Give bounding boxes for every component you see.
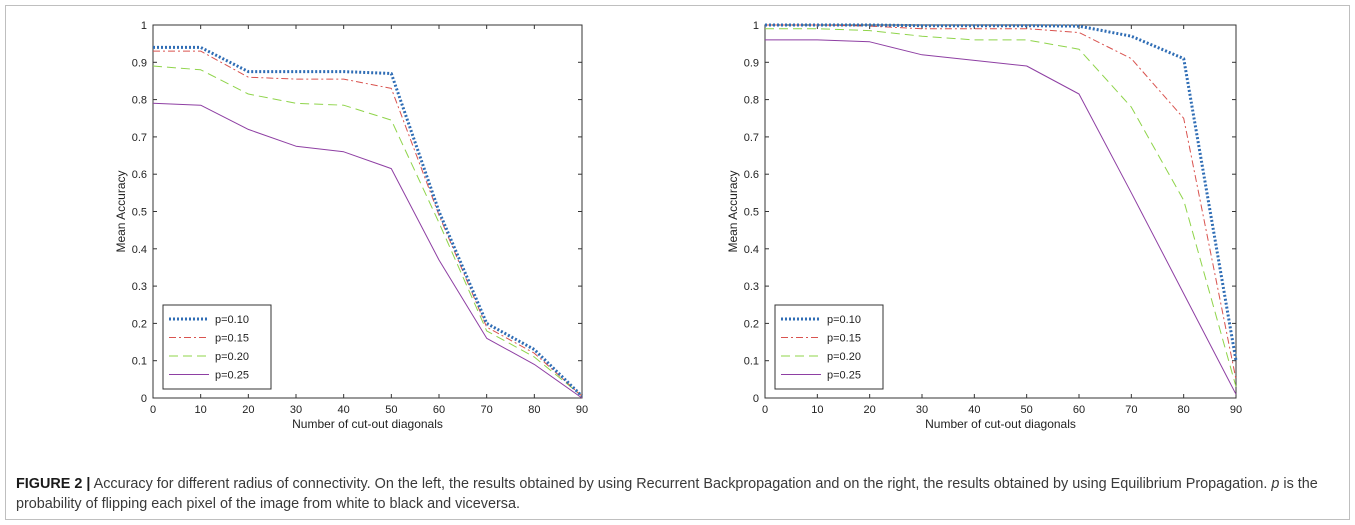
legend-label: p=0.25 xyxy=(827,370,861,382)
legend-label: p=0.15 xyxy=(827,333,861,345)
caption-text-part1: Accuracy for different radius of connect… xyxy=(90,476,1272,492)
x-tick-label: 30 xyxy=(290,404,302,416)
y-tick-label: 0.5 xyxy=(132,207,147,219)
series-line-p-0-25 xyxy=(765,39,1237,395)
y-tick-label: 0 xyxy=(753,393,759,405)
caption-text-part2: is the probability of flipping each pixe… xyxy=(16,476,1318,512)
x-tick-label: 10 xyxy=(195,404,207,416)
series-line-p-0-15 xyxy=(765,24,1237,380)
y-axis-title: Mean Accuracy xyxy=(726,170,740,252)
legend-label: p=0.20 xyxy=(215,351,249,363)
caption-label: FIGURE 2 | xyxy=(16,476,91,492)
x-tick-label: 70 xyxy=(481,404,493,416)
x-tick-label: 50 xyxy=(385,404,397,416)
series-line-p-0-20 xyxy=(765,28,1237,387)
y-tick-label: 1 xyxy=(753,20,759,32)
y-tick-label: 0 xyxy=(141,393,147,405)
y-tick-label: 0.8 xyxy=(132,95,147,107)
x-tick-label: 20 xyxy=(864,404,876,416)
legend-label: p=0.10 xyxy=(215,314,249,326)
y-tick-label: 0.1 xyxy=(132,356,147,368)
y-tick-label: 0.4 xyxy=(132,244,147,256)
x-tick-label: 10 xyxy=(811,404,823,416)
y-tick-label: 0.4 xyxy=(744,244,759,256)
x-tick-label: 90 xyxy=(1230,404,1242,416)
x-tick-label: 60 xyxy=(433,404,445,416)
y-tick-label: 0.2 xyxy=(744,318,759,330)
y-tick-label: 0.3 xyxy=(132,281,147,293)
chart-right: 0 10 20 30 40 50 60 70 80 90 0 0.1 0.2 0.3 0.4 0.5 0.6 0.… xyxy=(726,20,1242,431)
figure-frame: 0 10 20 30 40 50 60 70 80 90 0 0.1 0.2 0.3 0.4 0.5 0.6 0.… xyxy=(5,5,1350,520)
y-tick-label: 0.5 xyxy=(744,207,759,219)
y-tick-label: 0.9 xyxy=(744,57,759,69)
y-tick-label: 0.2 xyxy=(132,318,147,330)
charts-canvas: 0 10 20 30 40 50 60 70 80 9000.10.20.30.40.50.60.… xyxy=(114,20,1242,431)
x-tick-label: 20 xyxy=(242,404,254,416)
y-axis-title: Mean Accuracy xyxy=(114,170,128,252)
x-tick-label: 40 xyxy=(338,404,350,416)
series-line-p-0-15 xyxy=(153,50,583,397)
legend-label: p=0.20 xyxy=(827,351,861,363)
x-tick-label: 40 xyxy=(968,404,980,416)
x-tick-label: 30 xyxy=(916,404,928,416)
x-tick-label: 80 xyxy=(528,404,540,416)
y-tick-label: 0.8 xyxy=(744,95,759,107)
x-tick-label: 90 xyxy=(576,404,588,416)
y-tick-label: 1 xyxy=(141,20,147,32)
x-tick-label: 50 xyxy=(1021,404,1033,416)
y-tick-label: 0.6 xyxy=(744,169,759,181)
series-line-p-0-25 xyxy=(152,102,583,399)
x-tick-label: 60 xyxy=(1073,404,1085,416)
chart-left: 0 10 20 30 40 50 60 70 80 90 0 0.1 0.2 0.3 0.4 0.5 0.6 0.… xyxy=(114,20,588,431)
y-tick-label: 0.7 xyxy=(132,132,147,144)
x-tick-label: 0 xyxy=(762,404,768,416)
x-tick-label: 80 xyxy=(1178,404,1190,416)
figure-caption: FIGURE 2 | Accuracy for different radius… xyxy=(16,474,1346,514)
y-tick-label: 0.1 xyxy=(744,356,759,368)
y-tick-label: 0.6 xyxy=(132,169,147,181)
y-tick-label: 0.9 xyxy=(132,57,147,69)
y-tick-label: 0.3 xyxy=(744,281,759,293)
y-tick-label: 0.7 xyxy=(744,132,759,144)
x-axis-title: Number of cut-out diagonals xyxy=(292,417,443,431)
caption-symbol: p xyxy=(1271,476,1280,492)
series-line-p-0-10 xyxy=(153,45,584,398)
series-line-p-0-20 xyxy=(152,65,583,397)
x-tick-label: 0 xyxy=(150,404,156,416)
x-axis-title: Number of cut-out diagonals xyxy=(925,417,1076,431)
legend-label: p=0.10 xyxy=(827,314,861,326)
x-tick-label: 70 xyxy=(1125,404,1137,416)
legend-label: p=0.15 xyxy=(215,333,249,345)
legend-label: p=0.25 xyxy=(215,370,249,382)
